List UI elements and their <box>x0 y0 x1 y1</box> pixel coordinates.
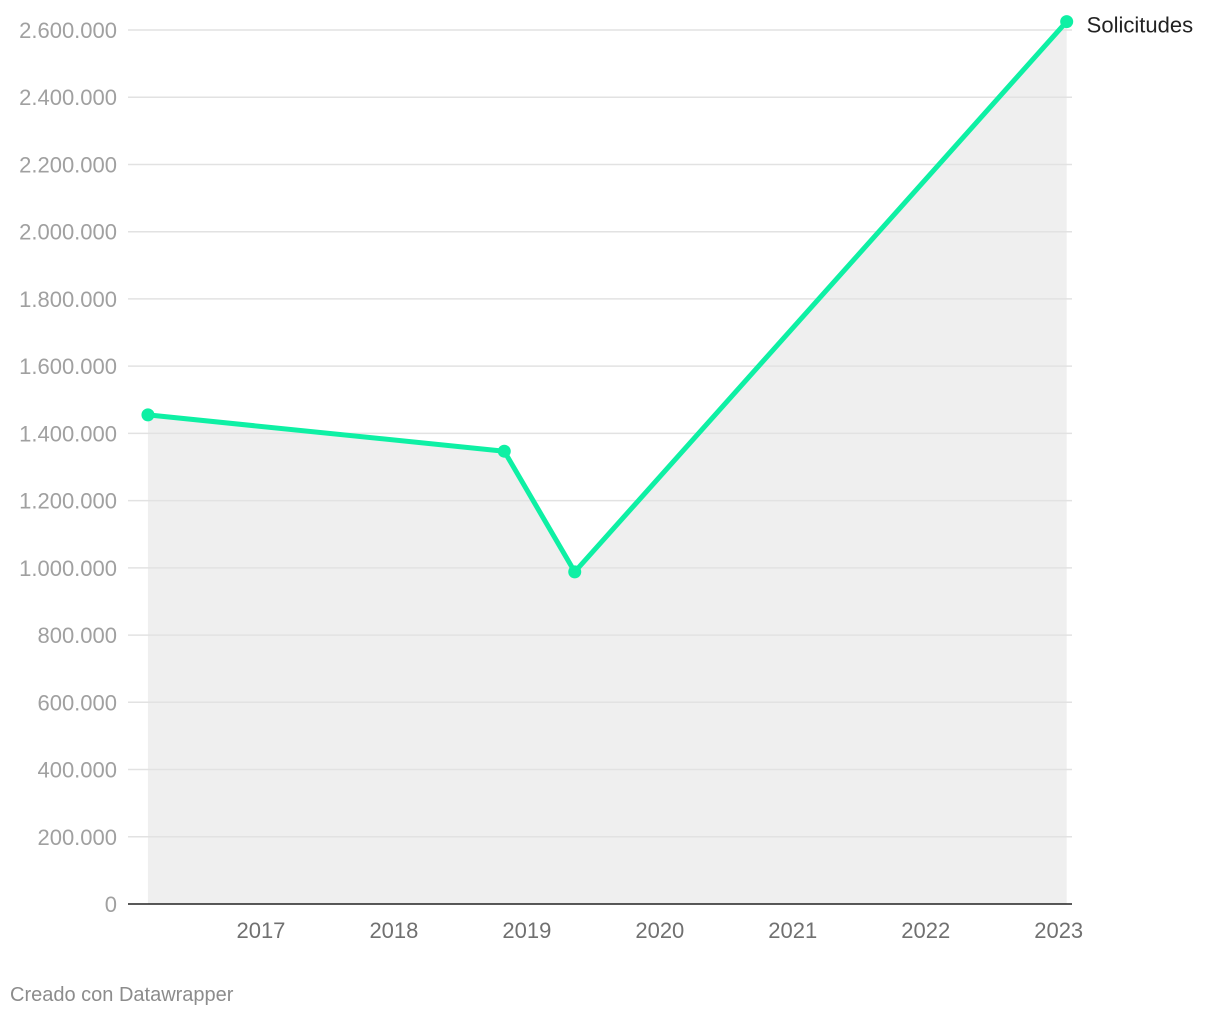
data-point <box>497 444 511 458</box>
y-tick-label: 1.000.000 <box>19 556 117 581</box>
series-area <box>147 21 1067 905</box>
series-label: Solicitudes <box>1087 13 1193 38</box>
credit-link[interactable]: Creado con Datawrapper <box>10 984 234 1006</box>
y-axis: 0 200.000 400.000 600.000 800.000 1.000.000 1.… <box>19 18 117 917</box>
y-tick-label: 600.000 <box>37 690 117 715</box>
x-tick-label: 2022 <box>901 918 950 943</box>
y-tick-label: 400.000 <box>37 758 117 783</box>
y-tick-label: 2.400.000 <box>19 85 117 110</box>
y-tick-label: 1.200.000 <box>19 489 117 514</box>
x-tick-label: 2023 <box>1034 918 1083 943</box>
x-tick-label: 2021 <box>768 918 817 943</box>
y-tick-label: 1.400.000 <box>19 421 117 446</box>
y-tick-label: 2.200.000 <box>19 152 117 177</box>
data-point <box>568 565 582 579</box>
gridlines <box>128 29 1072 838</box>
x-tick-label: 2019 <box>502 918 551 943</box>
series-labels: Solicitudes <box>1087 13 1193 38</box>
y-tick-label: 1.600.000 <box>19 354 117 379</box>
data-point <box>141 408 155 422</box>
x-axis: 2017 2018 2019 2020 2021 2022 2023 <box>128 903 1083 943</box>
y-tick-label: 1.800.000 <box>19 287 117 312</box>
y-tick-label: 2.600.000 <box>19 18 117 43</box>
y-tick-label: 0 <box>105 892 117 917</box>
x-tick-label: 2020 <box>635 918 684 943</box>
y-tick-label: 2.000.000 <box>19 220 117 245</box>
x-tick-label: 2018 <box>369 918 418 943</box>
area-layer <box>147 21 1067 905</box>
y-tick-label: 200.000 <box>37 825 117 850</box>
data-point <box>1060 15 1074 29</box>
y-tick-label: 800.000 <box>37 623 117 648</box>
series-points <box>141 15 1074 579</box>
series-line <box>145 19 1070 575</box>
series-lines <box>145 19 1070 575</box>
x-tick-label: 2017 <box>236 918 285 943</box>
